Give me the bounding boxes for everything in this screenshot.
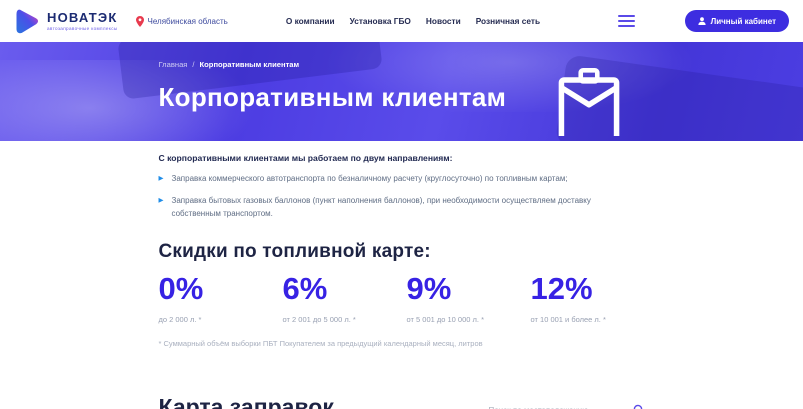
- tier-percent: 12%: [530, 271, 593, 307]
- logo-subtitle: автозаправочные комплексы: [47, 26, 118, 31]
- search-input[interactable]: [488, 405, 633, 409]
- tier-label: от 10 001 и более л. *: [530, 315, 606, 325]
- nav-item-retail[interactable]: Розничная сеть: [475, 16, 541, 26]
- search-button[interactable]: [633, 404, 645, 409]
- tier-label: до 2 000 л. *: [158, 315, 202, 325]
- discount-tier: 6% от 2 001 до 5 000 л. *: [282, 271, 407, 325]
- map-section: Карта заправок: [159, 394, 645, 409]
- discount-tier: 0% до 2 000 л. *: [158, 271, 283, 325]
- login-button[interactable]: Личный кабинет: [684, 10, 789, 32]
- location-pin-icon: [135, 15, 144, 27]
- page-title: Корпоративным клиентам: [158, 82, 507, 112]
- nav-item-news[interactable]: Новости: [425, 16, 461, 26]
- hero-banner: Главная / Корпоративным клиентам Корпора…: [0, 42, 803, 141]
- intro-heading: С корпоративными клиентами мы работаем п…: [158, 153, 453, 163]
- header: НОВАТЭК автозаправочные комплексы Челяби…: [0, 0, 803, 42]
- bullet-text: Заправка коммерческого автотранспорта по…: [171, 174, 568, 183]
- hamburger-menu-icon[interactable]: [617, 15, 635, 27]
- breadcrumb-current: Корпоративным клиентам: [199, 60, 300, 69]
- tier-percent: 0%: [158, 271, 204, 307]
- tier-label: от 2 001 до 5 000 л. *: [282, 315, 356, 325]
- discounts-heading: Скидки по топливной карте:: [158, 241, 431, 263]
- map-heading: Карта заправок: [158, 394, 334, 409]
- logo[interactable]: НОВАТЭК автозаправочные комплексы: [14, 8, 118, 34]
- tier-percent: 9%: [406, 271, 452, 307]
- list-item: ▶ Заправка бытовых газовых баллонов (пун…: [159, 195, 645, 220]
- main-content: С корпоративными клиентами мы работаем п…: [159, 153, 645, 409]
- list-item: ▶ Заправка коммерческого автотранспорта …: [159, 173, 645, 185]
- novatek-logo-icon: [16, 9, 38, 34]
- main-nav: О компании Установка ГБО Новости Розничн…: [286, 16, 540, 26]
- logo-text: НОВАТЭК автозаправочные комплексы: [47, 11, 118, 31]
- location-search: [488, 404, 645, 409]
- breadcrumb-separator: /: [192, 60, 195, 69]
- region-selector[interactable]: Челябинская область: [135, 15, 228, 27]
- discounts-footnote: * Суммарный объём выборки ПБТ Покупателе…: [158, 339, 483, 349]
- search-icon: [633, 404, 642, 409]
- bullet-triangle-icon: ▶: [158, 197, 164, 205]
- nav-item-about[interactable]: О компании: [285, 16, 335, 26]
- user-icon: [698, 17, 706, 25]
- bullet-text: Заправка бытовых газовых баллонов (пункт…: [171, 196, 591, 218]
- discount-tiers: 0% до 2 000 л. * 6% от 2 001 до 5 000 л.…: [158, 271, 645, 325]
- discount-tier: 9% от 5 001 до 10 000 л. *: [406, 271, 531, 325]
- discount-tier: 12% от 10 001 и более л. *: [530, 271, 606, 325]
- briefcase-icon: [558, 68, 619, 136]
- breadcrumb-home-link[interactable]: Главная: [158, 60, 188, 69]
- logo-title: НОВАТЭК: [47, 10, 118, 25]
- tier-percent: 6%: [282, 271, 328, 307]
- login-button-label: Личный кабинет: [710, 16, 776, 26]
- region-label: Челябинская область: [147, 16, 228, 26]
- nav-item-gbo[interactable]: Установка ГБО: [349, 16, 411, 26]
- breadcrumb: Главная / Корпоративным клиентам: [159, 60, 300, 69]
- bullet-triangle-icon: ▶: [158, 175, 164, 182]
- tier-label: от 5 001 до 10 000 л. *: [406, 315, 485, 325]
